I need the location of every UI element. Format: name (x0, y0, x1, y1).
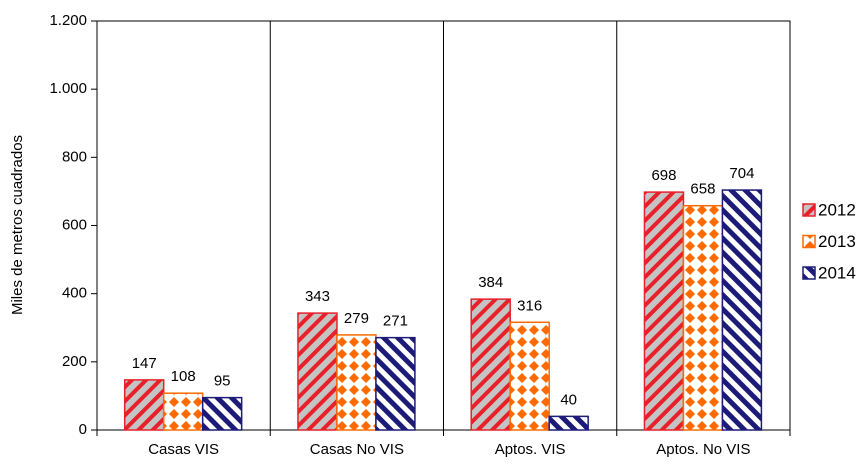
bar (297, 312, 338, 431)
data-label: 698 (651, 167, 676, 184)
data-label: 279 (344, 310, 369, 327)
bar (721, 189, 763, 431)
data-label: 108 (171, 368, 196, 385)
y-axis-label: Miles de metros cuadrados (9, 135, 26, 315)
y-tick-label: 200 (62, 353, 87, 370)
bar (336, 334, 377, 431)
y-tick-label: 800 (62, 148, 87, 165)
bar (375, 336, 416, 431)
y-tick-label: 1.200 (49, 12, 87, 29)
x-tick-label: Casas No VIS (310, 441, 404, 458)
legend-label: 2013 (818, 232, 856, 251)
x-tick-label: Aptos. No VIS (656, 441, 750, 458)
legend-label: 2014 (818, 263, 856, 282)
bar (509, 321, 550, 431)
x-tick-label: Aptos. VIS (495, 441, 566, 458)
data-label: 343 (305, 288, 330, 305)
data-label: 384 (478, 274, 503, 291)
bar (682, 204, 724, 431)
y-tick-label: 600 (62, 216, 87, 233)
y-tick-label: 400 (62, 285, 87, 302)
bar (123, 379, 165, 431)
data-label: 658 (690, 181, 715, 198)
bar (643, 191, 685, 431)
bar (470, 298, 511, 431)
data-label: 271 (383, 313, 408, 330)
bar (548, 415, 589, 431)
data-label: 316 (517, 297, 542, 314)
legend-swatch (802, 203, 816, 217)
y-tick-label: 1.000 (49, 80, 87, 97)
legend-swatch (802, 234, 816, 249)
bar (201, 396, 243, 431)
y-tick-label: 0 (79, 421, 87, 438)
data-label: 147 (132, 355, 157, 372)
data-label: 704 (729, 165, 754, 182)
data-label: 40 (560, 391, 577, 408)
data-label: 95 (214, 373, 231, 390)
x-tick-label: Casas VIS (148, 441, 219, 458)
legend-label: 2012 (818, 200, 856, 219)
legend-swatch (802, 266, 816, 280)
bar (162, 392, 204, 431)
